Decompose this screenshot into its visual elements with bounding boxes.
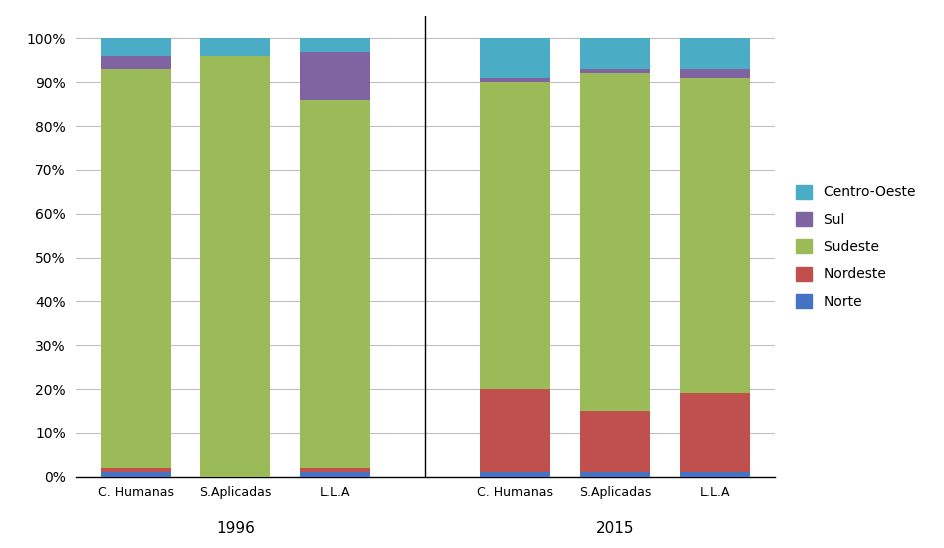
Bar xyxy=(480,82,549,389)
Bar xyxy=(580,69,649,73)
Bar xyxy=(680,472,750,477)
Bar xyxy=(680,393,750,472)
Bar xyxy=(100,56,170,69)
Bar xyxy=(200,56,270,477)
Bar xyxy=(100,38,170,56)
Bar xyxy=(300,52,370,100)
Text: 1996: 1996 xyxy=(216,521,255,536)
Bar xyxy=(480,78,549,82)
Bar xyxy=(580,472,649,477)
Bar xyxy=(680,69,750,78)
Bar xyxy=(300,468,370,472)
Bar xyxy=(200,38,270,56)
Bar xyxy=(480,472,549,477)
Bar xyxy=(100,69,170,468)
Bar xyxy=(680,78,750,393)
Bar xyxy=(300,100,370,468)
Bar xyxy=(300,472,370,477)
Bar xyxy=(480,389,549,472)
Bar xyxy=(580,73,649,411)
Bar xyxy=(300,38,370,52)
Legend: Centro-Oeste, Sul, Sudeste, Nordeste, Norte: Centro-Oeste, Sul, Sudeste, Nordeste, No… xyxy=(788,178,922,316)
Text: 2015: 2015 xyxy=(595,521,633,536)
Bar xyxy=(480,38,549,78)
Bar xyxy=(100,472,170,477)
Bar xyxy=(580,411,649,472)
Bar xyxy=(580,38,649,69)
Bar xyxy=(680,38,750,69)
Bar xyxy=(100,468,170,472)
